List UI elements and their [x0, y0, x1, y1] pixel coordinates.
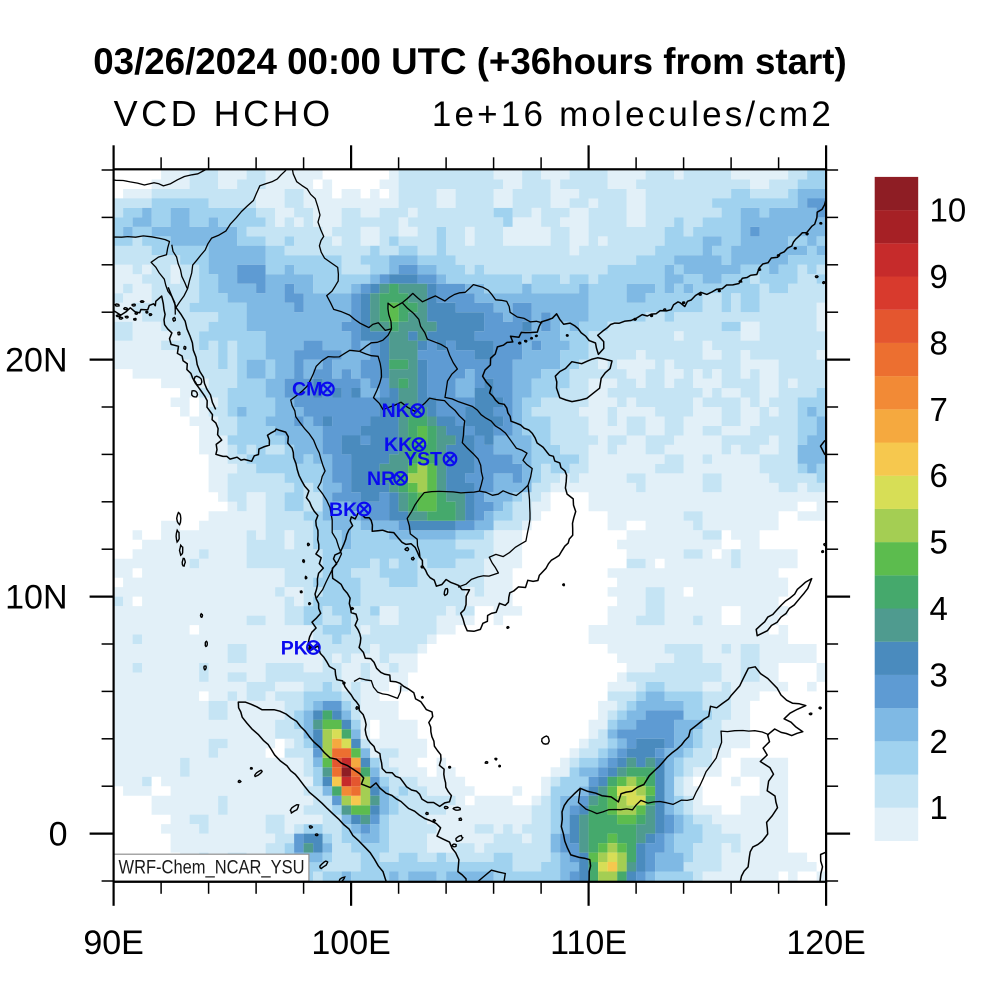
svg-text:100E: 100E — [311, 924, 390, 962]
svg-text:VCD HCHO: VCD HCHO — [114, 93, 334, 134]
svg-text:KK: KK — [384, 434, 412, 456]
svg-text:WRF-Chem_NCAR_YSU: WRF-Chem_NCAR_YSU — [119, 857, 305, 879]
svg-text:2: 2 — [930, 723, 948, 760]
svg-text:BK: BK — [329, 499, 357, 521]
svg-text:6: 6 — [930, 457, 948, 494]
svg-text:90E: 90E — [83, 924, 144, 962]
svg-text:110E: 110E — [550, 924, 627, 962]
svg-text:10N: 10N — [5, 579, 67, 617]
svg-text:CM: CM — [292, 378, 322, 400]
svg-text:03/26/2024 00:00 UTC (+36hours: 03/26/2024 00:00 UTC (+36hours from star… — [93, 41, 846, 82]
svg-text:9: 9 — [930, 258, 948, 295]
svg-text:3: 3 — [930, 656, 948, 693]
svg-text:4: 4 — [930, 590, 948, 627]
svg-text:YST: YST — [404, 449, 442, 471]
svg-text:NR: NR — [367, 468, 395, 490]
svg-text:5: 5 — [930, 524, 948, 561]
svg-text:1e+16 molecules/cm2: 1e+16 molecules/cm2 — [432, 95, 834, 134]
svg-text:8: 8 — [930, 324, 948, 361]
svg-text:0: 0 — [49, 816, 68, 854]
svg-text:1: 1 — [930, 789, 948, 826]
svg-text:20N: 20N — [5, 342, 67, 380]
svg-text:120E: 120E — [786, 924, 865, 962]
svg-text:10: 10 — [930, 192, 967, 229]
svg-text:NK: NK — [382, 400, 410, 422]
svg-text:PK: PK — [281, 638, 308, 660]
svg-text:7: 7 — [930, 391, 948, 428]
